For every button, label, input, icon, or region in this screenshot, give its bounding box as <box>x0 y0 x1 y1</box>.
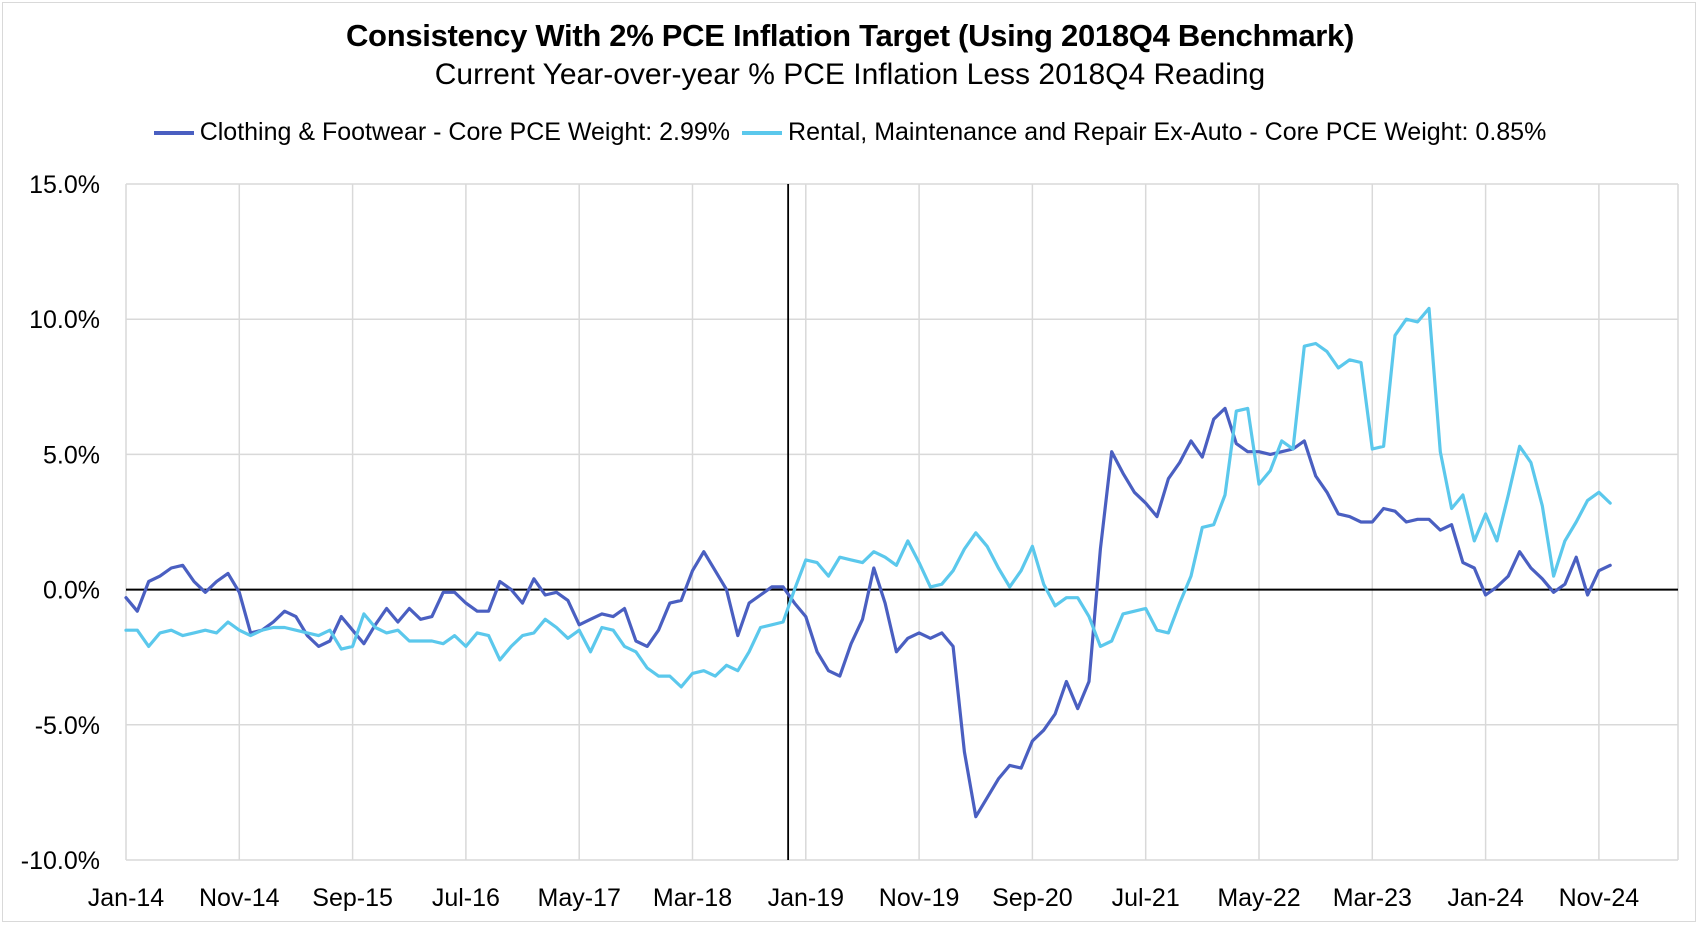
series-line-clothing <box>124 406 1612 819</box>
y-tick-label: -10.0% <box>21 847 100 875</box>
x-tick-label: Sep-20 <box>992 884 1073 912</box>
legend-label-clothing: Clothing & Footwear - Core PCE Weight: 2… <box>199 118 731 146</box>
y-tick-label: 10.0% <box>29 306 100 334</box>
x-tick-label: May-17 <box>538 884 621 912</box>
chart-legend: Clothing & Footwear - Core PCE Weight: 2… <box>0 118 1700 147</box>
legend-label-rental: Rental, Maintenance and Repair Ex-Auto -… <box>788 118 1547 146</box>
tick-labels: Jan-14 Nov-14 Sep-15 Jul-16 May-17 Mar-18 Jan-… <box>21 171 1640 912</box>
series-lines <box>124 306 1612 819</box>
y-tick-label: 15.0% <box>29 171 100 199</box>
x-tick-label: Jul-21 <box>1112 884 1180 912</box>
x-tick-label: Nov-19 <box>879 884 960 912</box>
x-tick-label: Sep-15 <box>312 884 393 912</box>
y-tick-label: 0.0% <box>43 577 100 605</box>
y-tick-label: -5.0% <box>35 712 100 740</box>
x-tick-label: Nov-24 <box>1559 884 1640 912</box>
x-tick-label: Jul-16 <box>432 884 500 912</box>
legend-item-clothing: Clothing & Footwear - Core PCE Weight: 2… <box>153 118 731 147</box>
x-tick-label: Nov-14 <box>199 884 280 912</box>
legend-item-rental: Rental, Maintenance and Repair Ex-Auto -… <box>742 118 1546 147</box>
x-tick-label: Mar-18 <box>653 884 732 912</box>
chart-title: Consistency With 2% PCE Inflation Target… <box>345 18 1355 53</box>
y-tick-label: 5.0% <box>43 441 100 469</box>
x-tick-label: May-22 <box>1217 884 1300 912</box>
legend-swatch-clothing <box>153 130 194 135</box>
x-tick-label: Jan-24 <box>1447 884 1524 912</box>
x-tick-label: Mar-23 <box>1333 884 1412 912</box>
x-tick-label: Jan-19 <box>768 884 844 912</box>
chart-subtitle: Current Year-over-year % PCE Inflation L… <box>434 58 1266 91</box>
x-tick-label: Jan-14 <box>88 884 165 912</box>
series-line-rental <box>124 306 1612 689</box>
gridlines <box>126 183 1679 861</box>
legend-swatch-rental <box>742 130 783 135</box>
axes <box>125 184 1678 860</box>
